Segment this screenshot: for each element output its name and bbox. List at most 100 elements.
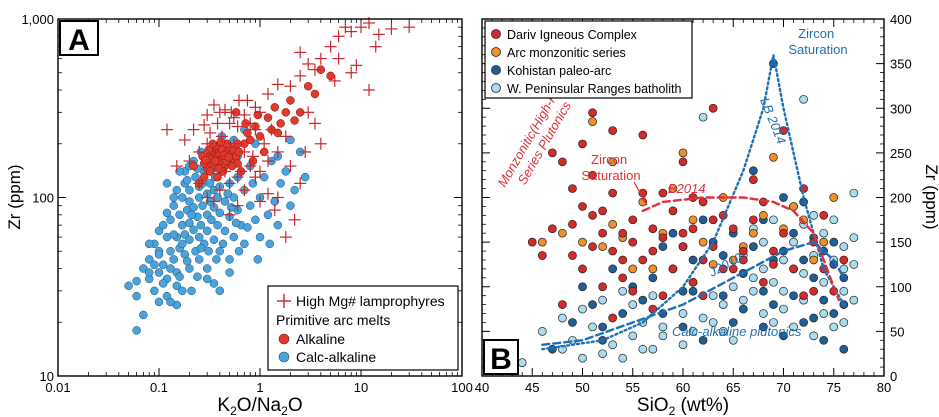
panel-b-x-label: SiO2 (wt%) xyxy=(637,395,729,417)
calc-alkaline-point xyxy=(300,172,310,182)
lamprophyre-point xyxy=(355,21,367,34)
calc-alkaline-point xyxy=(215,208,225,218)
kohistan-point xyxy=(759,322,768,332)
annotation-zircon-arrow xyxy=(633,181,648,206)
lamprophyre-point xyxy=(183,155,196,168)
arc-monzonitic-point xyxy=(688,215,698,225)
calc-alkaline-point xyxy=(169,230,179,239)
lamprophyre-point xyxy=(254,165,266,178)
panel-a-points xyxy=(124,16,416,335)
peninsular-point xyxy=(829,215,839,225)
lamprophyre-point xyxy=(372,28,385,41)
lamprophyre-point xyxy=(225,106,238,119)
kohistan-point xyxy=(789,291,798,301)
calc-alkaline-point xyxy=(243,223,252,232)
lamprophyre-point xyxy=(385,22,398,35)
peninsular-point xyxy=(839,286,849,296)
alkaline-point xyxy=(273,128,283,138)
arc-monzonitic-point xyxy=(819,237,829,247)
calc-alkaline-point xyxy=(212,255,221,264)
calc-alkaline-point xyxy=(132,326,141,335)
peninsular-point xyxy=(708,318,718,327)
peninsular-point xyxy=(648,344,658,354)
lamprophyre-point xyxy=(288,213,301,226)
lamprophyre-point xyxy=(299,145,312,158)
b-x-tick-label: 70 xyxy=(776,380,790,395)
j2010-curve xyxy=(541,240,845,346)
calc-alkaline-point xyxy=(220,197,230,206)
arc-monzonitic-point xyxy=(748,228,758,238)
dariv-point xyxy=(769,260,778,269)
dariv-point xyxy=(568,184,577,193)
calc-alkaline-point xyxy=(202,274,212,284)
a-x-tick-label: 1 xyxy=(256,380,263,395)
dariv-point xyxy=(748,215,758,225)
kohistan-point xyxy=(638,295,648,305)
calc-alkaline-point xyxy=(229,232,239,242)
calc-alkaline-point xyxy=(207,215,216,225)
kohistan-point xyxy=(799,318,808,327)
lamprophyre-point xyxy=(350,59,363,72)
peninsular-point xyxy=(588,322,597,332)
dariv-point xyxy=(799,291,808,301)
legend-peninsular-text: W. Peninsular Ranges batholith xyxy=(507,82,681,96)
calc-alkaline-point xyxy=(150,260,159,269)
dariv-point xyxy=(708,215,718,225)
kohistan-point xyxy=(598,322,607,332)
arc-monzonitic-point xyxy=(648,264,658,274)
lamprophyre-point xyxy=(284,80,297,93)
dariv-point xyxy=(698,197,708,207)
dariv-point xyxy=(779,228,788,238)
dariv-point xyxy=(588,211,597,220)
lb2014-curve xyxy=(541,54,845,351)
calc-alkaline-point xyxy=(245,201,255,210)
lamprophyre-point xyxy=(261,187,274,200)
peninsular-point xyxy=(598,349,607,359)
legend-kohistan-text: Kohistan paleo-arc xyxy=(507,64,611,78)
lamprophyre-point xyxy=(249,171,262,184)
lamprophyre-point xyxy=(254,106,266,119)
a-x-tick-label: 0.1 xyxy=(150,380,168,395)
dariv-point xyxy=(628,215,638,225)
peninsular-point xyxy=(658,322,668,332)
a-y-tick-label: 10 xyxy=(40,369,54,384)
annotation-b2014: B2014 xyxy=(668,181,706,196)
calc-alkaline-point xyxy=(187,286,196,296)
calc-alkaline-point xyxy=(198,201,207,210)
lamprophyre-point xyxy=(178,133,191,146)
arc-monzonitic-point xyxy=(628,264,638,274)
kohistan-point xyxy=(588,300,597,309)
kohistan-point xyxy=(759,286,768,296)
panel-a-y-label: Zr (ppm) xyxy=(5,164,24,229)
lamprophyre-point xyxy=(369,40,382,53)
b2014-curve xyxy=(641,196,840,302)
b-y-tick-label: 100 xyxy=(890,280,912,295)
calc-alkaline-point xyxy=(286,135,295,145)
kohistan-point xyxy=(829,309,839,318)
lamprophyre-point xyxy=(223,177,236,190)
b-y-tick-label: 150 xyxy=(890,235,912,250)
lamprophyre-point xyxy=(223,208,236,221)
arc-monzonitic-point xyxy=(829,193,839,202)
b-x-tick-label: 50 xyxy=(575,380,589,395)
dariv-point xyxy=(658,233,668,243)
lamprophyre-point xyxy=(244,117,257,130)
lamprophyre-point xyxy=(207,98,220,111)
calc-alkaline-point xyxy=(215,286,225,296)
calc-alkaline-point xyxy=(185,264,194,273)
lamprophyre-point xyxy=(294,69,307,82)
calc-alkaline-point xyxy=(229,193,239,202)
legend-dariv-marker xyxy=(491,29,501,39)
lamprophyre-point xyxy=(238,184,251,197)
calc-alkaline-point xyxy=(162,179,172,188)
calc-alkaline-point xyxy=(185,235,194,244)
b-y-tick-label: 0 xyxy=(890,369,897,384)
calc-alkaline-point xyxy=(166,215,175,225)
alkaline-point xyxy=(276,119,285,128)
legend-alkaline-text: Alkaline xyxy=(296,331,345,347)
calc-alkaline-point xyxy=(265,239,275,249)
panel-a-label: A xyxy=(59,20,99,57)
calc-alkaline-point xyxy=(234,246,244,256)
lamprophyre-point xyxy=(308,117,321,130)
calc-alkaline-point xyxy=(144,268,154,277)
